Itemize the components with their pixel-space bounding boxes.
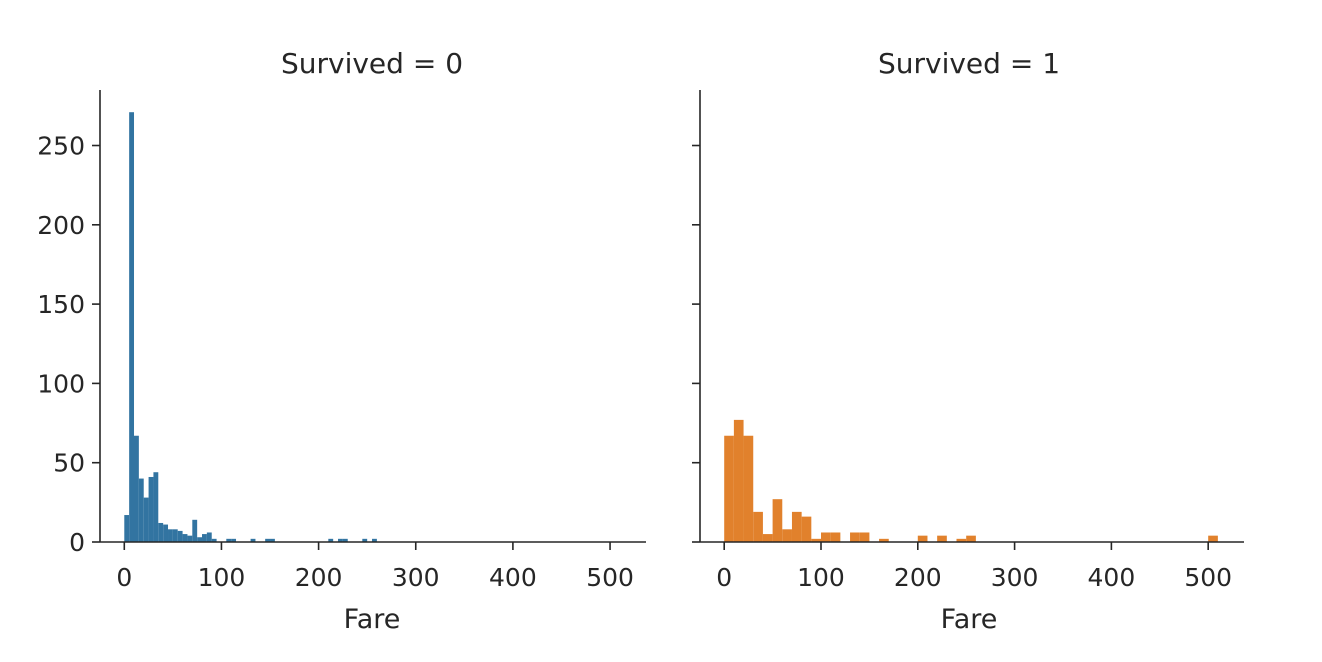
histogram-bar — [791, 511, 802, 542]
histogram-bar — [859, 532, 870, 542]
histogram-bar — [772, 499, 783, 542]
histogram-bars — [124, 112, 377, 542]
histogram-bar — [270, 538, 275, 542]
x-tick-label: 300 — [991, 563, 1039, 592]
x-ticks: 0 100 200 300 400 500 — [116, 542, 634, 592]
x-tick-label: 100 — [797, 563, 845, 592]
y-tick-label: 150 — [37, 290, 85, 319]
x-tick-label: 500 — [586, 563, 634, 592]
histogram-bar — [192, 519, 198, 542]
histogram-bar — [328, 538, 334, 542]
histogram-bar — [850, 532, 860, 542]
histogram-bar — [830, 532, 841, 542]
histogram-bar — [937, 535, 947, 542]
histogram-bar — [148, 476, 154, 542]
y-tick-label: 100 — [37, 369, 85, 398]
histogram-bar — [743, 435, 754, 542]
histogram-bar — [917, 535, 928, 542]
y-tick-label: 50 — [53, 449, 85, 478]
x-tick-label: 500 — [1184, 563, 1232, 592]
x-tick-label: 300 — [392, 563, 440, 592]
x-tick-label: 0 — [716, 563, 732, 592]
histogram-bar — [821, 532, 831, 542]
histogram-bar — [733, 419, 744, 542]
histogram-bar — [182, 534, 188, 542]
histogram-bar — [206, 532, 212, 542]
histogram-bar — [163, 524, 169, 542]
facet-panel-survived-1: Survived = 1 0 100 200 300 400 500 Fare — [692, 47, 1244, 635]
histogram-bar — [753, 511, 763, 542]
x-tick-label: 100 — [198, 563, 246, 592]
x-tick-label: 0 — [116, 563, 132, 592]
histogram-bar — [372, 538, 377, 542]
histogram-bar — [158, 522, 164, 542]
histogram-bar — [362, 538, 368, 542]
histogram-bar — [168, 529, 173, 542]
histogram-bar — [143, 497, 149, 542]
histogram-bar — [134, 435, 139, 542]
histogram-bar — [138, 478, 144, 542]
y-ticks: 0 50 100 150 200 250 — [37, 132, 100, 557]
histogram-bar — [129, 112, 135, 542]
histogram-bar — [250, 538, 256, 542]
y-tick-label: 0 — [69, 528, 85, 557]
x-axis-label: Fare — [344, 604, 401, 635]
histogram-bar — [338, 538, 343, 542]
histogram-bar — [1208, 535, 1218, 542]
panel-title: Survived = 0 — [281, 47, 463, 80]
y-tick-label: 250 — [37, 132, 85, 161]
histogram-bar — [879, 538, 889, 542]
histogram-bar — [202, 534, 207, 542]
x-axis-label: Fare — [941, 604, 998, 635]
x-tick-label: 400 — [1088, 563, 1136, 592]
x-tick-label: 200 — [894, 563, 942, 592]
histogram-bar — [782, 529, 792, 542]
y-ticks — [692, 144, 700, 543]
histogram-bar — [187, 535, 193, 542]
histogram-bar — [226, 538, 232, 542]
panel-title: Survived = 1 — [878, 47, 1060, 80]
histogram-bar — [124, 515, 130, 542]
histogram-bars — [724, 419, 1218, 542]
x-ticks: 0 100 200 300 400 500 — [716, 542, 1232, 592]
histogram-bar — [231, 538, 237, 542]
facet-panel-survived-0: Survived = 0 0 100 200 300 400 500 0 50 100 150 2… — [37, 47, 646, 635]
histogram-bar — [342, 538, 348, 542]
histogram-bar — [762, 534, 773, 542]
histogram-bar — [197, 537, 203, 542]
x-tick-label: 400 — [489, 563, 537, 592]
y-tick-label: 200 — [37, 211, 85, 240]
histogram-bar — [801, 516, 812, 542]
histogram-bar — [211, 538, 217, 542]
histogram-bar — [966, 535, 976, 542]
histogram-bar — [177, 530, 183, 542]
histogram-bar — [724, 435, 734, 542]
x-tick-label: 200 — [295, 563, 343, 592]
histogram-bar — [811, 538, 821, 542]
histogram-bar — [153, 472, 159, 542]
histogram-bar — [956, 538, 967, 542]
histogram-bar — [172, 529, 178, 542]
histogram-bar — [265, 538, 271, 542]
